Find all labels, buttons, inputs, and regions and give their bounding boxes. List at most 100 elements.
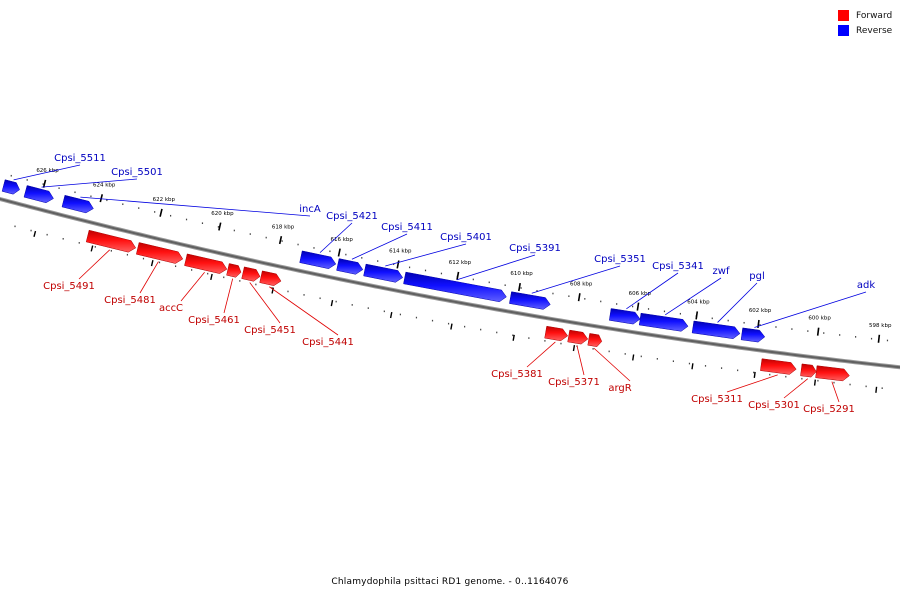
gene-lead-line [576,345,585,376]
guide-dot-upper [679,312,681,315]
gene-label: Cpsi_5391 [509,243,561,254]
guide-dot-upper [727,319,729,322]
guide-dot-upper [711,317,713,320]
guide-dot-lower [207,272,209,275]
gene-lead-line [754,291,867,328]
tick-mark-lower [512,334,515,341]
tick-mark-upper [159,208,163,217]
tick-mark-lower [572,344,576,352]
guide-dot-upper [169,214,172,217]
gene-arrow-forward [800,363,817,378]
gene-arrow-forward [760,358,797,375]
guide-dot-lower [319,297,321,300]
guide-dot-upper [106,199,108,202]
guide-dot-lower [142,257,145,260]
guide-dot-upper [472,278,474,281]
gene-arrow-reverse [609,308,641,325]
guide-dot-upper [249,233,251,235]
guide-dot-upper [504,284,506,287]
guide-dot-lower [239,280,241,282]
tick-mark-lower [90,245,94,252]
guide-dot-upper [90,195,92,198]
guide-dot-lower [624,353,626,355]
guide-dot-lower [94,246,96,248]
tick-mark-upper [337,248,341,257]
guide-dot-upper [600,300,602,303]
guide-dot-lower [656,358,658,360]
gene-lead-line [351,233,408,260]
tick-label: 612 kbp [449,260,472,266]
guide-dot-upper [217,226,219,228]
gene-lead-line [783,378,809,399]
guide-dot-lower [78,242,80,244]
genome-caption: Chlamydophila psittaci RD1 genome. - 0..… [331,577,569,587]
gene-label: Cpsi_5451 [244,325,296,336]
guide-dot-lower [833,381,835,384]
guide-dot-upper [759,324,761,326]
guide-dot-lower [271,287,273,289]
gene-lead-line [526,341,556,368]
guide-dot-lower [335,300,337,303]
kbp-ticks: 626 kbp 624 kbp 622 kbp 620 kbp 618 kbp 616 k… [33,168,892,393]
gene-arrow-forward [544,325,569,342]
tick-mark-upper [757,319,760,329]
guide-dot-lower [496,331,498,334]
tick-mark-lower [632,354,635,361]
guide-dot-lower [110,250,112,252]
guide-dot-upper [775,326,777,328]
tick-mark-lower [875,386,878,393]
tick-label: 616 kbp [331,237,354,243]
gene-label: adk [857,280,875,291]
tick-mark-upper [636,302,640,311]
guide-dot-upper [823,332,825,334]
gene-lead-line [831,381,840,403]
guide-dot-lower [737,369,739,372]
gene-lead-line [665,277,722,316]
guide-dot-upper [201,222,204,225]
gene-lead-line [269,286,339,336]
gene-lead-line [593,347,631,382]
dotted-guide-lines [10,174,889,389]
guide-dot-upper [632,305,634,308]
guide-dot-upper [26,179,28,181]
guide-dot-upper [568,295,570,298]
legend-item-reverse: Reverse [838,23,892,38]
legend-label-reverse: Reverse [856,25,893,36]
guide-dot-upper [870,337,873,340]
gene-label: Cpsi_5381 [491,369,543,380]
guide-dot-upper [424,269,427,272]
guide-dot-upper [488,281,490,284]
guide-dot-lower [46,233,48,236]
tick-mark-upper [42,179,47,188]
gene-lead-line [80,196,311,217]
guide-dot-lower [480,328,482,331]
gene-label: Cpsi_5401 [440,232,492,243]
tick-mark-lower [450,323,453,330]
gene-label: zwf [713,266,730,277]
gene-arrow-forward [259,270,282,286]
tick-mark-upper [577,293,581,302]
gene-lead-line [531,265,621,294]
tick-label: 606 kbp [629,291,652,297]
guide-dot-upper [58,187,60,190]
reverse-swatch [838,25,849,36]
guide-dot-upper [377,260,379,262]
gene-lead-line [249,282,281,324]
guide-dot-upper [233,229,235,232]
tick-label: 614 kbp [389,249,412,255]
tick-label: 618 kbp [272,224,295,230]
gene-label: Cpsi_5301 [748,400,800,411]
tick-label: 624 kbp [93,183,116,189]
gene-arrow-forward [815,365,850,382]
tick-mark-upper [278,235,283,245]
guide-dot-lower [351,304,353,306]
guide-dot-lower [688,362,691,365]
guide-dot-lower [223,276,225,279]
legend-item-forward: Forward [838,8,892,23]
gene-arrow-reverse [509,291,551,310]
guide-dot-lower [447,322,450,325]
tick-mark-upper [396,260,400,269]
guide-dot-upper [791,328,793,330]
tick-mark-lower [271,287,275,294]
guide-dot-upper [329,250,331,253]
